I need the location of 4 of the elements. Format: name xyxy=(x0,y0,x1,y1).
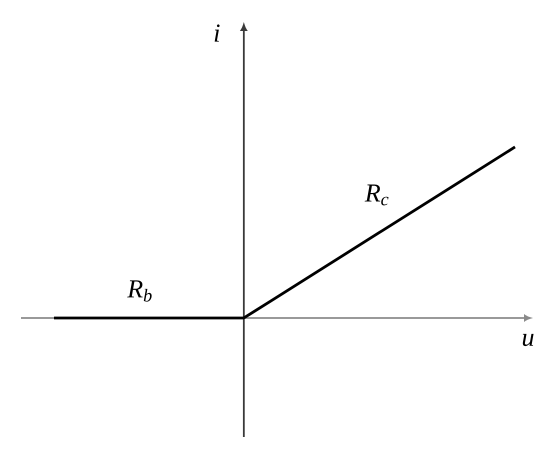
annotation: R$_{c}$ xyxy=(364,184,388,206)
y-axis-title: i xyxy=(214,24,220,42)
x-axis-title: u xyxy=(522,334,534,346)
annotation: R$_{b}$ xyxy=(127,280,152,302)
